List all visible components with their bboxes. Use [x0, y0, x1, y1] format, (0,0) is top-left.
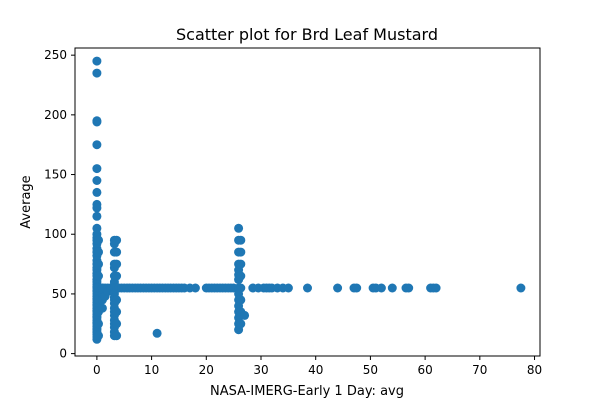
x-axis-label: NASA-IMERG-Early 1 Day: avg	[210, 384, 404, 399]
x-axis: 0 10 20 30 40 50 60 70 80	[93, 356, 542, 377]
data-point	[92, 68, 102, 78]
data-point	[387, 283, 397, 293]
data-point	[352, 283, 362, 293]
plot-area	[74, 47, 541, 357]
data-point	[97, 303, 107, 313]
data-point	[92, 187, 102, 197]
data-point	[236, 235, 246, 245]
data-point	[431, 283, 441, 293]
y-axis: 0 50 100 150 200 250	[44, 48, 75, 361]
x-tick-label: 40	[308, 363, 323, 377]
data-point	[112, 271, 122, 281]
data-point	[92, 176, 102, 185]
data-point	[112, 331, 122, 341]
plot-frame	[74, 47, 541, 357]
data-point	[404, 283, 414, 293]
data-point	[92, 56, 102, 66]
data-point	[92, 203, 102, 213]
data-point	[94, 319, 103, 329]
y-tick-label: 50	[52, 287, 67, 301]
data-point	[94, 259, 103, 269]
data-point	[112, 259, 122, 269]
data-point	[236, 283, 246, 293]
data-point	[94, 247, 103, 257]
data-point	[112, 235, 122, 245]
x-tick-label: 60	[417, 363, 432, 377]
y-tick-label: 200	[44, 108, 67, 122]
y-tick-label: 100	[44, 227, 67, 241]
data-point	[234, 223, 244, 233]
data-point	[112, 295, 122, 305]
data-point	[303, 283, 312, 293]
data-point	[92, 164, 102, 174]
points-layer	[92, 56, 526, 344]
data-point	[92, 117, 102, 127]
data-point	[236, 271, 246, 281]
x-tick-label: 80	[527, 363, 542, 377]
data-point	[240, 310, 250, 320]
data-point	[94, 331, 103, 341]
data-point	[236, 247, 246, 257]
data-point	[376, 283, 386, 293]
data-point	[283, 283, 293, 293]
x-tick-label: 50	[363, 363, 378, 377]
data-point	[236, 295, 246, 305]
x-tick-label: 30	[253, 363, 268, 377]
x-tick-label: 20	[199, 363, 214, 377]
data-point	[333, 283, 343, 293]
data-point	[94, 271, 103, 281]
data-point	[190, 283, 200, 293]
x-tick-label: 0	[93, 363, 101, 377]
data-point	[112, 319, 122, 329]
data-point	[92, 211, 102, 221]
data-point	[92, 140, 102, 150]
x-tick-label: 10	[144, 363, 159, 377]
chart-title: Scatter plot for Brd Leaf Mustard	[176, 25, 438, 44]
data-point	[516, 283, 526, 293]
data-point	[112, 247, 122, 257]
y-tick-label: 250	[44, 48, 67, 62]
y-tick-label: 150	[44, 168, 67, 182]
y-axis-label: Average	[19, 175, 34, 228]
data-point	[236, 259, 246, 269]
data-point	[112, 307, 122, 317]
data-point	[94, 235, 103, 245]
data-point	[152, 328, 162, 338]
y-tick-label: 0	[59, 347, 67, 361]
data-point	[236, 319, 246, 329]
x-tick-label: 70	[472, 363, 487, 377]
